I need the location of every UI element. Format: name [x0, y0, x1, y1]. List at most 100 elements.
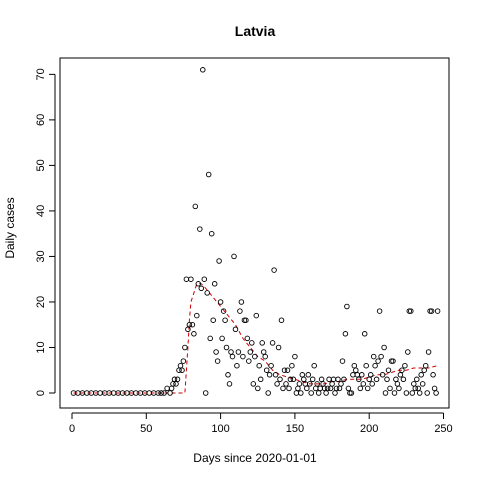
data-point: [168, 385, 175, 392]
data-point: [211, 281, 218, 287]
data-point: [370, 353, 377, 360]
data-point: [369, 381, 375, 387]
data-point: [323, 390, 329, 396]
data-point: [232, 326, 239, 333]
plot-frame: [59, 57, 450, 409]
y-tick-label: 70: [35, 68, 47, 80]
data-point: [332, 390, 338, 396]
data-point: [333, 385, 340, 392]
data-point: [255, 385, 261, 392]
data-point: [354, 372, 361, 378]
data-point: [387, 385, 393, 392]
data-point: [348, 390, 355, 396]
data-point: [384, 376, 390, 383]
data-points-layer: [70, 67, 441, 396]
data-point: [201, 276, 208, 282]
data-point: [433, 390, 439, 396]
data-point: [228, 349, 234, 355]
data-point: [204, 290, 210, 296]
data-point: [287, 376, 294, 383]
data-point: [213, 349, 219, 355]
data-point: [366, 376, 372, 383]
data-point: [173, 381, 179, 387]
data-point: [373, 376, 380, 383]
y-tick-label: 50: [35, 159, 47, 171]
data-point: [293, 390, 300, 396]
data-point: [360, 381, 367, 387]
data-point: [415, 385, 421, 392]
data-point: [246, 358, 252, 364]
data-point: [364, 385, 371, 392]
data-point: [222, 317, 228, 323]
y-axis-label: Daily cases: [3, 197, 17, 258]
data-point: [217, 299, 224, 305]
data-point: [311, 362, 317, 369]
trend-line: [73, 283, 438, 394]
data-point: [376, 308, 383, 314]
trend-line-layer: [73, 283, 438, 394]
data-point: [418, 372, 424, 378]
data-point: [205, 171, 212, 178]
data-point: [345, 385, 352, 392]
data-point: [265, 390, 271, 396]
data-point: [249, 340, 255, 346]
data-point: [424, 390, 430, 396]
x-tick-label: 250: [434, 423, 452, 435]
data-point: [329, 381, 335, 387]
data-point: [399, 367, 405, 373]
data-point: [200, 67, 206, 73]
x-tick-label: 150: [286, 423, 304, 435]
data-point: [327, 385, 334, 392]
data-point: [182, 344, 188, 351]
data-point: [338, 381, 344, 387]
data-point: [304, 385, 310, 392]
y-tick-label: 60: [35, 114, 47, 126]
data-point: [223, 344, 230, 351]
data-point: [198, 285, 205, 292]
data-point: [344, 303, 350, 310]
data-point: [284, 367, 291, 373]
data-point: [185, 326, 191, 333]
data-point: [225, 372, 231, 378]
data-point: [402, 362, 408, 369]
data-point: [298, 390, 304, 396]
data-point: [275, 344, 282, 351]
data-point: [378, 353, 384, 360]
data-point: [256, 362, 262, 369]
data-point: [318, 376, 325, 383]
data-point: [226, 381, 233, 387]
data-point: [403, 390, 410, 396]
data-point: [428, 308, 435, 314]
data-point: [419, 381, 426, 387]
data-point: [188, 276, 194, 282]
x-tick-label: 50: [140, 423, 152, 435]
data-point: [272, 372, 279, 378]
data-point: [278, 317, 285, 323]
y-tick-label: 20: [35, 296, 47, 308]
data-point: [290, 376, 297, 383]
data-point: [405, 349, 411, 355]
data-point: [422, 362, 429, 369]
data-point: [180, 358, 187, 364]
data-point: [266, 372, 273, 378]
data-point: [260, 349, 267, 355]
data-point: [416, 390, 423, 396]
data-point: [158, 390, 164, 396]
data-point: [269, 340, 276, 346]
data-point: [164, 385, 170, 392]
data-point: [183, 276, 190, 282]
data-point: [299, 372, 306, 378]
y-tick-label: 0: [35, 390, 47, 396]
data-point: [194, 312, 200, 319]
data-point: [382, 390, 389, 396]
data-point: [336, 385, 343, 392]
chart-title: Latvia: [235, 23, 276, 39]
data-point: [240, 353, 246, 360]
axes: 0 50 100 150 200 250 0 10 20 30 40 50 60 70: [35, 57, 453, 435]
data-point: [271, 267, 277, 273]
data-point: [195, 281, 202, 287]
data-point: [231, 253, 237, 260]
data-point: [161, 390, 167, 396]
data-point: [296, 381, 303, 387]
data-point: [268, 362, 274, 369]
